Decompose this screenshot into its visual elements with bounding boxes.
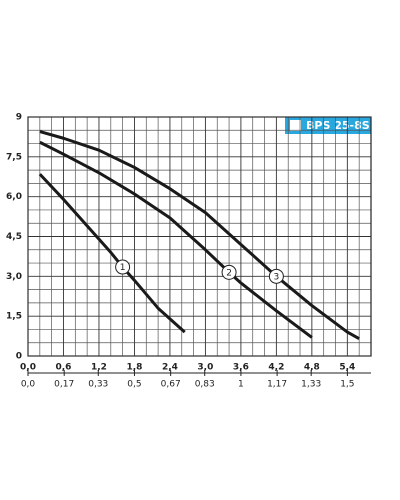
- x2-tick-label: 0,67: [161, 380, 181, 390]
- x2-tick-label: 0,83: [195, 380, 215, 390]
- x-tick-label: 1,2: [91, 363, 107, 373]
- x-tick-label: 4,2: [268, 363, 284, 373]
- x-tick-label: 0,0: [20, 363, 36, 373]
- y-tick-label: 0: [16, 352, 22, 362]
- x2-tick-label: 0,0: [21, 380, 36, 390]
- x-tick-label: 2,4: [162, 363, 178, 373]
- plot: 0,0 0,6 1,2 1,8 2,4 3,0 3,6 4,2 4,8 5,4 0,0 0,17 0,3…: [6, 113, 372, 390]
- curve-label-circle: [221, 264, 237, 280]
- y-tick-label: 3,0: [6, 272, 22, 282]
- chart-title: BPS 25-8S: [306, 119, 370, 132]
- y-tick-label: 7,5: [6, 152, 22, 162]
- curve: [39, 130, 360, 341]
- x2-tick-label: 0,17: [54, 380, 74, 390]
- curve-label: 1: [120, 263, 126, 273]
- x-tick-label: 4,8: [304, 363, 320, 373]
- x-tick-label: 3,6: [233, 363, 249, 373]
- y-tick-label: 6,0: [6, 192, 22, 202]
- x-tick-label: 1,8: [126, 363, 142, 373]
- x2-tick-label: 1,33: [301, 380, 321, 390]
- curve-label-circle: [268, 268, 284, 284]
- x-tick-label: 0,6: [56, 363, 72, 373]
- title-icon: [290, 120, 301, 131]
- x2-tick-label: 0,5: [127, 380, 141, 390]
- x2-tick-label: 0,33: [88, 380, 108, 390]
- title-box: [285, 117, 371, 134]
- curve-label-circle: [115, 259, 131, 275]
- curve: [39, 140, 313, 339]
- y-tick-label: 1,5: [6, 312, 22, 322]
- x-tick-label: 3,0: [197, 363, 213, 373]
- x2-tick-label: 1,5: [340, 380, 354, 390]
- x2-tick-label: 1,17: [267, 380, 287, 390]
- curve: [38, 173, 186, 334]
- curve-label: 2: [226, 268, 232, 278]
- curve-label: 3: [274, 272, 280, 282]
- y-tick-label: 4,5: [6, 232, 22, 242]
- y-tick-label: 9: [16, 113, 22, 123]
- x2-tick-label: 1: [238, 380, 244, 390]
- x-tick-label: 5,4: [339, 363, 355, 373]
